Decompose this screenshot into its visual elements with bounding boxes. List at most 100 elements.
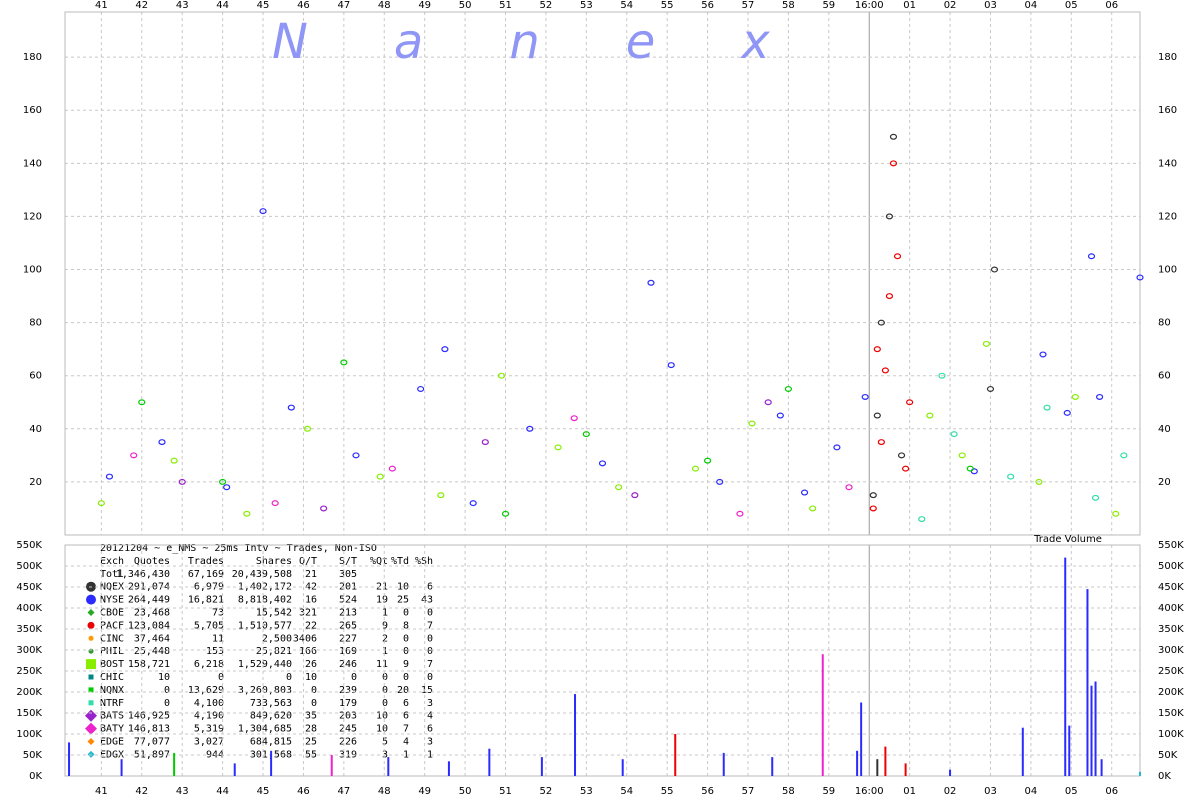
x-tick-label: 58 bbox=[782, 786, 795, 797]
x-tick-label: 41 bbox=[95, 786, 108, 797]
table-cell: 0 bbox=[403, 608, 409, 619]
x-tick-label: 05 bbox=[1065, 786, 1078, 797]
x-tick-label: 48 bbox=[378, 786, 391, 797]
volume-bar bbox=[722, 752, 725, 776]
x-tick-label: 57 bbox=[742, 0, 755, 11]
table-cell: 0 bbox=[311, 685, 317, 696]
x-tick-label: 44 bbox=[216, 0, 229, 11]
table-cell: 1 bbox=[382, 646, 388, 657]
data-point bbox=[97, 500, 105, 507]
y-tick-label: 60 bbox=[29, 371, 42, 382]
x-tick-label: 41 bbox=[95, 0, 108, 11]
y-tick-label: 350K bbox=[16, 624, 42, 635]
y-tick-label: 160 bbox=[1158, 105, 1177, 116]
y-tick-label: 0K bbox=[29, 771, 42, 782]
table-cell: 227 bbox=[339, 633, 357, 644]
table-cell: 21 bbox=[305, 569, 317, 580]
data-point bbox=[938, 372, 946, 379]
data-point bbox=[845, 484, 853, 491]
data-point bbox=[736, 510, 744, 517]
volume-bar bbox=[120, 759, 123, 776]
table-cell: 7 bbox=[427, 620, 433, 631]
data-point bbox=[950, 431, 958, 438]
table-cell: 0 bbox=[286, 672, 292, 683]
data-point bbox=[615, 484, 623, 491]
watermark: Nanex bbox=[272, 14, 856, 70]
table-cell: 0 bbox=[351, 672, 357, 683]
data-point bbox=[388, 465, 396, 472]
legend-marker bbox=[86, 659, 96, 670]
legend-marker bbox=[87, 750, 95, 758]
data-point bbox=[982, 340, 991, 347]
column-header: Exch bbox=[100, 556, 124, 567]
y-tick-label: 120 bbox=[23, 211, 42, 222]
table-cell: 19 bbox=[376, 595, 388, 606]
column-header: %Td bbox=[391, 556, 409, 567]
data-point bbox=[271, 500, 279, 507]
data-point bbox=[441, 346, 449, 353]
table-cell: 7 bbox=[427, 659, 433, 670]
x-tick-label: 59 bbox=[822, 0, 835, 11]
volume-bar bbox=[876, 759, 879, 776]
legend-marker bbox=[85, 722, 97, 735]
x-tick-label: 55 bbox=[661, 0, 674, 11]
table-cell: 10 bbox=[376, 724, 388, 735]
legend-label: BATY bbox=[100, 724, 124, 735]
volume-bar bbox=[540, 757, 543, 776]
legend-label: NQNX bbox=[100, 685, 124, 696]
legend-marker bbox=[85, 709, 97, 722]
data-point bbox=[158, 439, 166, 446]
table-cell: 6 bbox=[427, 724, 433, 735]
table-cell: 25 bbox=[305, 737, 317, 748]
legend-label: CHIC bbox=[100, 672, 124, 683]
table-cell: 123,084 bbox=[128, 620, 170, 631]
table-cell: 226 bbox=[339, 737, 357, 748]
table-cell: 1,510,577 bbox=[238, 620, 292, 631]
data-point bbox=[1043, 404, 1051, 411]
y-tick-label: 100 bbox=[1158, 265, 1177, 276]
y-tick-label: 300K bbox=[16, 645, 42, 656]
y-tick-label: 250K bbox=[1158, 666, 1184, 677]
volume-bar bbox=[387, 757, 390, 776]
x-tick-label: 54 bbox=[620, 786, 633, 797]
table-cell: 26 bbox=[305, 659, 317, 670]
table-cell: 0 bbox=[218, 672, 224, 683]
column-header: Trades bbox=[188, 556, 224, 567]
column-header: Quotes bbox=[134, 556, 170, 567]
y-tick-label: 140 bbox=[1158, 158, 1177, 169]
table-cell: 16,821 bbox=[188, 595, 224, 606]
table-cell: 6 bbox=[403, 698, 409, 709]
table-cell: 203 bbox=[339, 711, 357, 722]
table-cell: 166 bbox=[299, 646, 317, 657]
legend-marker bbox=[87, 738, 95, 745]
data-point bbox=[966, 465, 974, 472]
table-cell: 7 bbox=[403, 724, 409, 735]
table-cell: 9 bbox=[382, 620, 388, 631]
legend-marker bbox=[88, 674, 94, 680]
data-point bbox=[691, 465, 700, 472]
y-tick-label: 500K bbox=[16, 561, 42, 572]
data-point bbox=[889, 160, 898, 167]
y-tick-label: 120 bbox=[1158, 211, 1177, 222]
volume-bar bbox=[1021, 727, 1024, 776]
x-tick-label: 06 bbox=[1105, 786, 1118, 797]
table-cell: 6,979 bbox=[194, 582, 224, 593]
table-cell: 524 bbox=[339, 595, 357, 606]
legend-label: BOST bbox=[100, 659, 124, 670]
table-cell: 158,721 bbox=[128, 659, 170, 670]
data-point bbox=[554, 444, 562, 451]
y-tick-label: 350K bbox=[1158, 624, 1184, 635]
table-cell: 6 bbox=[427, 582, 433, 593]
volume-bar bbox=[1100, 759, 1103, 776]
table-subtitle: 20121204 ~ e_NMS ~ 25ms Intv ~ Trades, N… bbox=[100, 543, 377, 554]
table-cell: 4 bbox=[427, 711, 433, 722]
x-tick-label: 52 bbox=[540, 0, 553, 11]
table-cell: 8 bbox=[403, 620, 409, 631]
legend-marker bbox=[88, 687, 94, 693]
data-point bbox=[906, 399, 914, 406]
data-point bbox=[877, 439, 885, 446]
x-tick-label: 03 bbox=[984, 0, 997, 11]
x-tick-label: 55 bbox=[661, 786, 674, 797]
